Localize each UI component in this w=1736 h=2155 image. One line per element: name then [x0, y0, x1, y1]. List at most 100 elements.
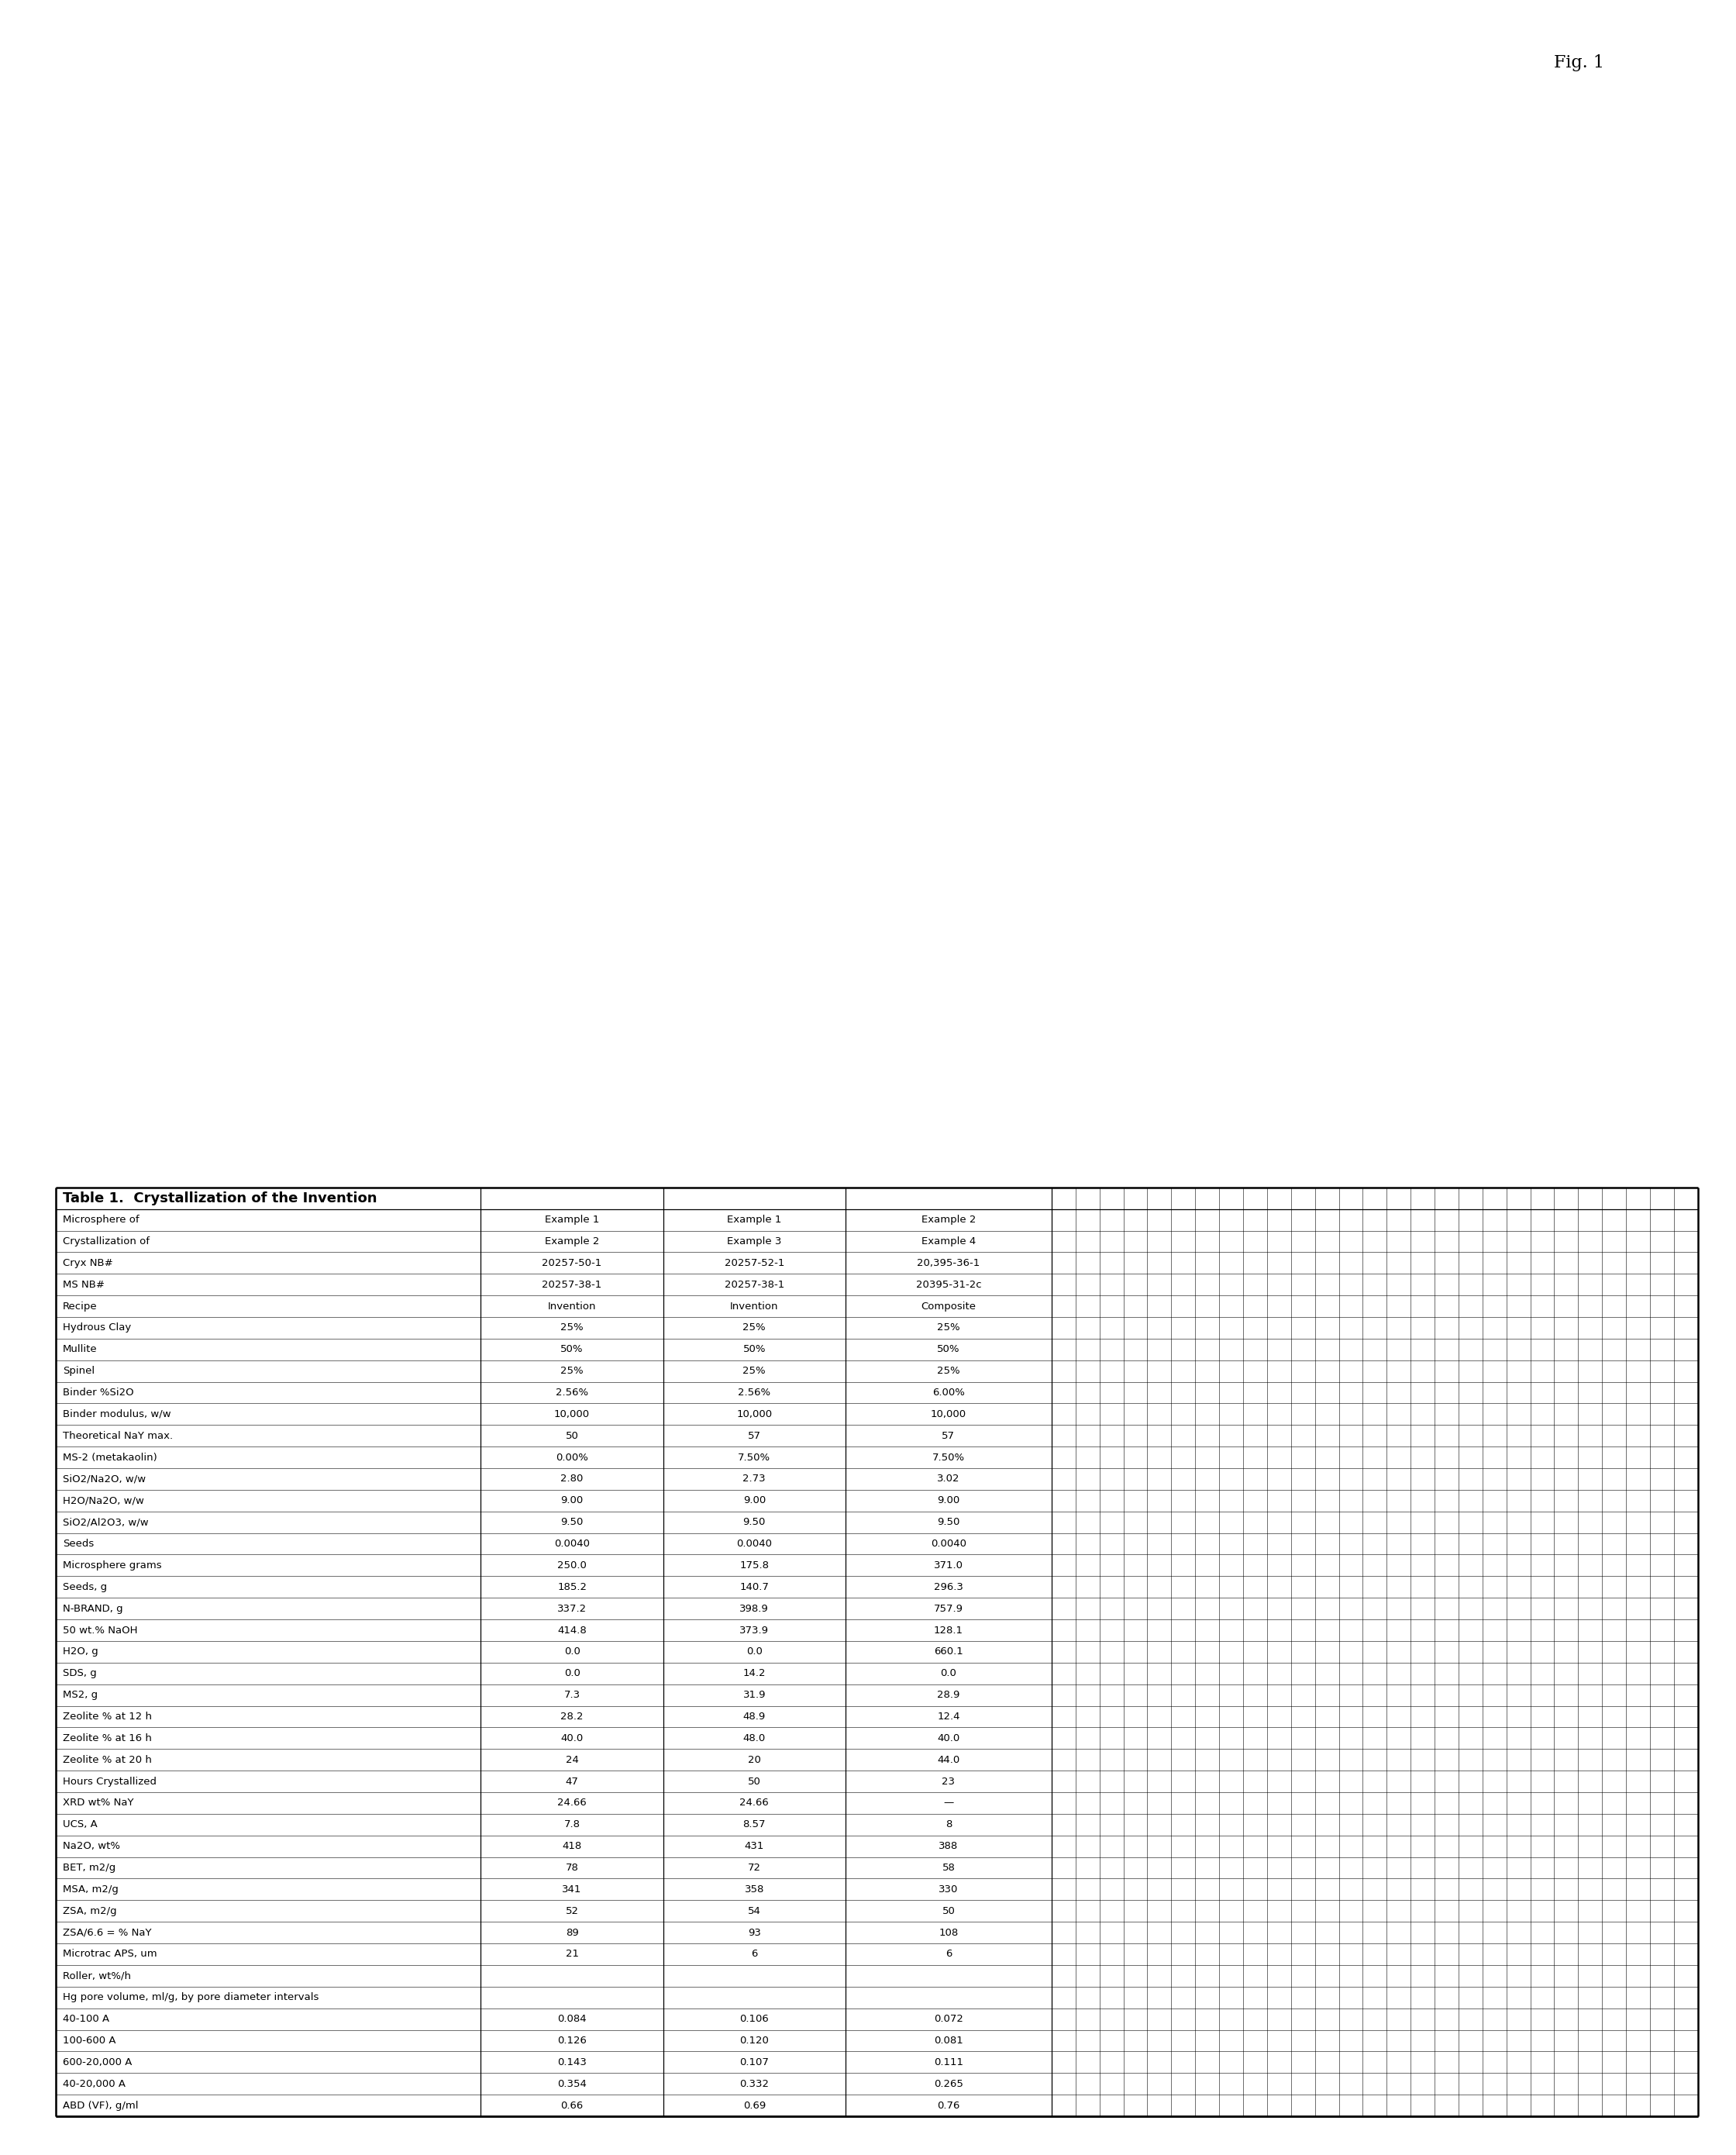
Text: 6: 6	[752, 1948, 757, 1959]
Text: 57: 57	[943, 1431, 955, 1442]
Text: Example 2: Example 2	[922, 1215, 976, 1224]
Text: Na2O, wt%: Na2O, wt%	[62, 1840, 120, 1851]
Text: SDS, g: SDS, g	[62, 1668, 97, 1679]
Text: 0.106: 0.106	[740, 2015, 769, 2024]
Text: Hg pore volume, ml/g, by pore diameter intervals: Hg pore volume, ml/g, by pore diameter i…	[62, 1993, 318, 2002]
Text: 40.0: 40.0	[937, 1733, 960, 1743]
Text: Example 3: Example 3	[727, 1237, 781, 1246]
Text: Invention: Invention	[549, 1302, 595, 1310]
Text: 358: 358	[745, 1883, 764, 1894]
Text: 20257-50-1: 20257-50-1	[542, 1259, 602, 1267]
Text: 0.072: 0.072	[934, 2015, 963, 2024]
Text: 24: 24	[566, 1754, 578, 1765]
Text: 0.0040: 0.0040	[930, 1539, 967, 1549]
Text: 28.2: 28.2	[561, 1711, 583, 1722]
Text: Table 1.  Crystallization of the Invention: Table 1. Crystallization of the Inventio…	[62, 1192, 377, 1205]
Text: 25%: 25%	[743, 1366, 766, 1377]
Text: 50%: 50%	[561, 1345, 583, 1355]
Text: 78: 78	[566, 1862, 578, 1873]
Text: Example 1: Example 1	[545, 1215, 599, 1224]
Text: 0.0: 0.0	[564, 1646, 580, 1657]
Text: Microsphere grams: Microsphere grams	[62, 1560, 161, 1571]
Text: UCS, A: UCS, A	[62, 1819, 97, 1830]
Text: 25%: 25%	[937, 1366, 960, 1377]
Text: 93: 93	[748, 1927, 760, 1937]
Text: ZSA/6.6 = % NaY: ZSA/6.6 = % NaY	[62, 1927, 151, 1937]
Text: 0.120: 0.120	[740, 2036, 769, 2045]
Text: MS-2 (metakaolin): MS-2 (metakaolin)	[62, 1452, 156, 1463]
Text: 47: 47	[566, 1776, 578, 1786]
Text: 0.265: 0.265	[934, 2080, 963, 2088]
Text: 25%: 25%	[561, 1366, 583, 1377]
Text: 9.00: 9.00	[937, 1496, 960, 1506]
Text: Crystallization of: Crystallization of	[62, 1237, 149, 1246]
Text: Binder %Si2O: Binder %Si2O	[62, 1388, 134, 1399]
Text: MSA, m2/g: MSA, m2/g	[62, 1883, 118, 1894]
Text: 100-600 A: 100-600 A	[62, 2036, 116, 2045]
Text: 7.50%: 7.50%	[738, 1452, 771, 1463]
Text: 398.9: 398.9	[740, 1603, 769, 1614]
Text: 2.56%: 2.56%	[556, 1388, 589, 1399]
Text: 330: 330	[939, 1883, 958, 1894]
Text: 0.0: 0.0	[941, 1668, 957, 1679]
Text: 89: 89	[566, 1927, 578, 1937]
Text: 0.0: 0.0	[564, 1668, 580, 1679]
Text: 20395-31-2c: 20395-31-2c	[917, 1280, 981, 1289]
Text: Seeds, g: Seeds, g	[62, 1582, 108, 1593]
Text: Microtrac APS, um: Microtrac APS, um	[62, 1948, 156, 1959]
Text: Recipe: Recipe	[62, 1302, 97, 1310]
Text: 10,000: 10,000	[930, 1409, 967, 1420]
Text: 20: 20	[748, 1754, 760, 1765]
Text: 7.8: 7.8	[564, 1819, 580, 1830]
Text: 185.2: 185.2	[557, 1582, 587, 1593]
Text: 2.56%: 2.56%	[738, 1388, 771, 1399]
Text: 371.0: 371.0	[934, 1560, 963, 1571]
Text: 23: 23	[943, 1776, 955, 1786]
Text: Roller, wt%/h: Roller, wt%/h	[62, 1972, 130, 1980]
Text: 21: 21	[566, 1948, 578, 1959]
Text: 0.69: 0.69	[743, 2101, 766, 2110]
Text: 0.0040: 0.0040	[736, 1539, 773, 1549]
Text: 58: 58	[943, 1862, 955, 1873]
Text: 0.084: 0.084	[557, 2015, 587, 2024]
Text: 431: 431	[745, 1840, 764, 1851]
Text: 50: 50	[943, 1905, 955, 1916]
Text: 2.73: 2.73	[743, 1474, 766, 1485]
Text: 12.4: 12.4	[937, 1711, 960, 1722]
Text: 0.107: 0.107	[740, 2058, 769, 2067]
Text: Seeds: Seeds	[62, 1539, 94, 1549]
Text: 20257-52-1: 20257-52-1	[724, 1259, 785, 1267]
Text: Microsphere of: Microsphere of	[62, 1215, 139, 1224]
Text: ABD (VF), g/ml: ABD (VF), g/ml	[62, 2101, 139, 2110]
Text: 600-20,000 A: 600-20,000 A	[62, 2058, 132, 2067]
Text: Hydrous Clay: Hydrous Clay	[62, 1323, 130, 1332]
Text: 31.9: 31.9	[743, 1690, 766, 1700]
Text: 108: 108	[939, 1927, 958, 1937]
Text: ZSA, m2/g: ZSA, m2/g	[62, 1905, 116, 1916]
Text: SiO2/Al2O3, w/w: SiO2/Al2O3, w/w	[62, 1517, 148, 1528]
Text: Theoretical NaY max.: Theoretical NaY max.	[62, 1431, 172, 1442]
Text: 48.0: 48.0	[743, 1733, 766, 1743]
Text: Zeolite % at 12 h: Zeolite % at 12 h	[62, 1711, 151, 1722]
Text: 8.57: 8.57	[743, 1819, 766, 1830]
Text: 20257-38-1: 20257-38-1	[724, 1280, 785, 1289]
Text: 9.00: 9.00	[561, 1496, 583, 1506]
Text: 3.02: 3.02	[937, 1474, 960, 1485]
Text: 0.76: 0.76	[937, 2101, 960, 2110]
Text: Spinel: Spinel	[62, 1366, 94, 1377]
Text: 0.00%: 0.00%	[556, 1452, 589, 1463]
Text: 44.0: 44.0	[937, 1754, 960, 1765]
Text: 373.9: 373.9	[740, 1625, 769, 1636]
Text: 388: 388	[939, 1840, 958, 1851]
Text: 9.50: 9.50	[561, 1517, 583, 1528]
Text: 72: 72	[748, 1862, 760, 1873]
Text: 40.0: 40.0	[561, 1733, 583, 1743]
Text: 40-20,000 A: 40-20,000 A	[62, 2080, 125, 2088]
Text: 9.50: 9.50	[937, 1517, 960, 1528]
Text: 10,000: 10,000	[736, 1409, 773, 1420]
Text: BET, m2/g: BET, m2/g	[62, 1862, 115, 1873]
Text: 175.8: 175.8	[740, 1560, 769, 1571]
Text: 140.7: 140.7	[740, 1582, 769, 1593]
Text: 50%: 50%	[743, 1345, 766, 1355]
Text: 50%: 50%	[937, 1345, 960, 1355]
